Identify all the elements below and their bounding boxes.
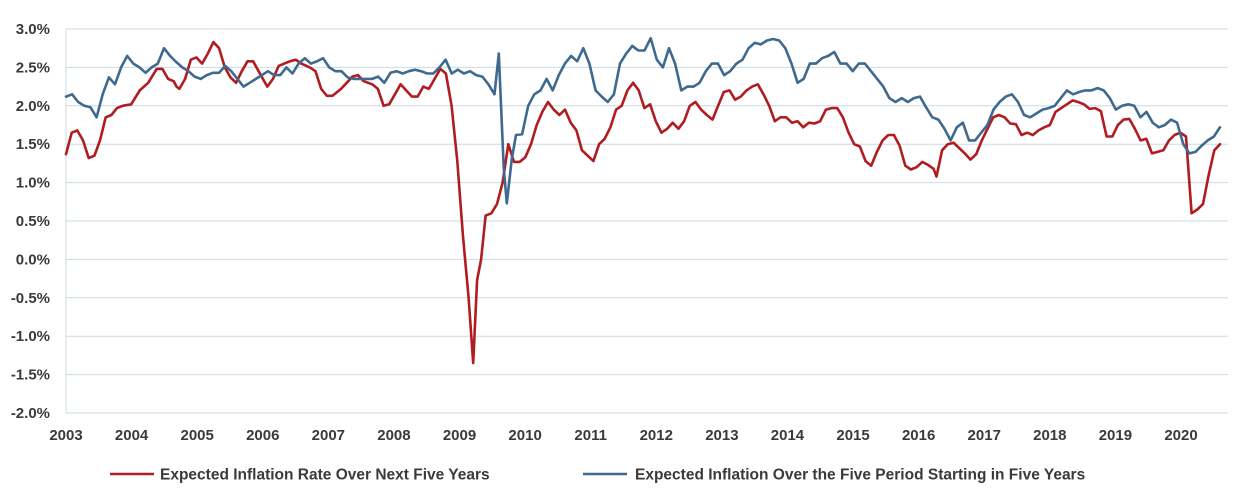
x-tick-label: 2015 [836,427,869,444]
x-tick-label: 2011 [574,427,607,444]
series-line-2 [64,36,1222,205]
y-tick-label: -2.0% [11,405,50,422]
x-tick-label: 2008 [377,427,410,444]
legend: Expected Inflation Rate Over Next Five Y… [110,467,1085,484]
x-tick-label: 2006 [246,427,279,444]
x-tick-label: 2005 [180,427,213,444]
x-tick-label: 2017 [968,427,1001,444]
x-tick-label: 2018 [1033,427,1066,444]
x-tick-label: 2013 [705,427,738,444]
x-tick-label: 2009 [443,427,476,444]
y-tick-label: 0.5% [16,213,50,230]
y-tick-label: -1.5% [11,367,50,384]
x-axis-ticks: 2003 2004 2005 2006 2007 2008 2009 2010 2011 2012… [49,427,1197,444]
y-tick-label: 2.5% [16,59,50,76]
x-tick-label: 2014 [771,427,805,444]
x-tick-label: 2007 [312,427,345,444]
y-tick-label: 1.0% [16,175,50,192]
series-lines [64,36,1222,365]
series-line-1 [64,40,1222,365]
legend-label-2: Expected Inflation Over the Five Period … [635,467,1085,484]
x-tick-label: 2016 [902,427,935,444]
x-tick-label: 2004 [115,427,149,444]
x-tick-label: 2019 [1099,427,1132,444]
x-tick-label: 2020 [1164,427,1197,444]
y-axis-ticks: 3.0% 2.5% 2.0% 1.5% 1.0% 0.5% 0.0% -0.5% -1.0% -1… [11,21,50,422]
x-tick-label: 2010 [508,427,541,444]
y-tick-label: 0.0% [16,251,50,268]
legend-label-1: Expected Inflation Rate Over Next Five Y… [160,467,490,484]
y-tick-label: 3.0% [16,21,50,38]
x-tick-label: 2012 [640,427,673,444]
y-tick-label: -0.5% [11,290,50,307]
y-tick-label: -1.0% [11,328,50,345]
x-tick-label: 2003 [49,427,82,444]
y-tick-label: 2.0% [16,98,50,115]
gridlines [65,28,1228,414]
y-tick-label: 1.5% [16,136,50,153]
